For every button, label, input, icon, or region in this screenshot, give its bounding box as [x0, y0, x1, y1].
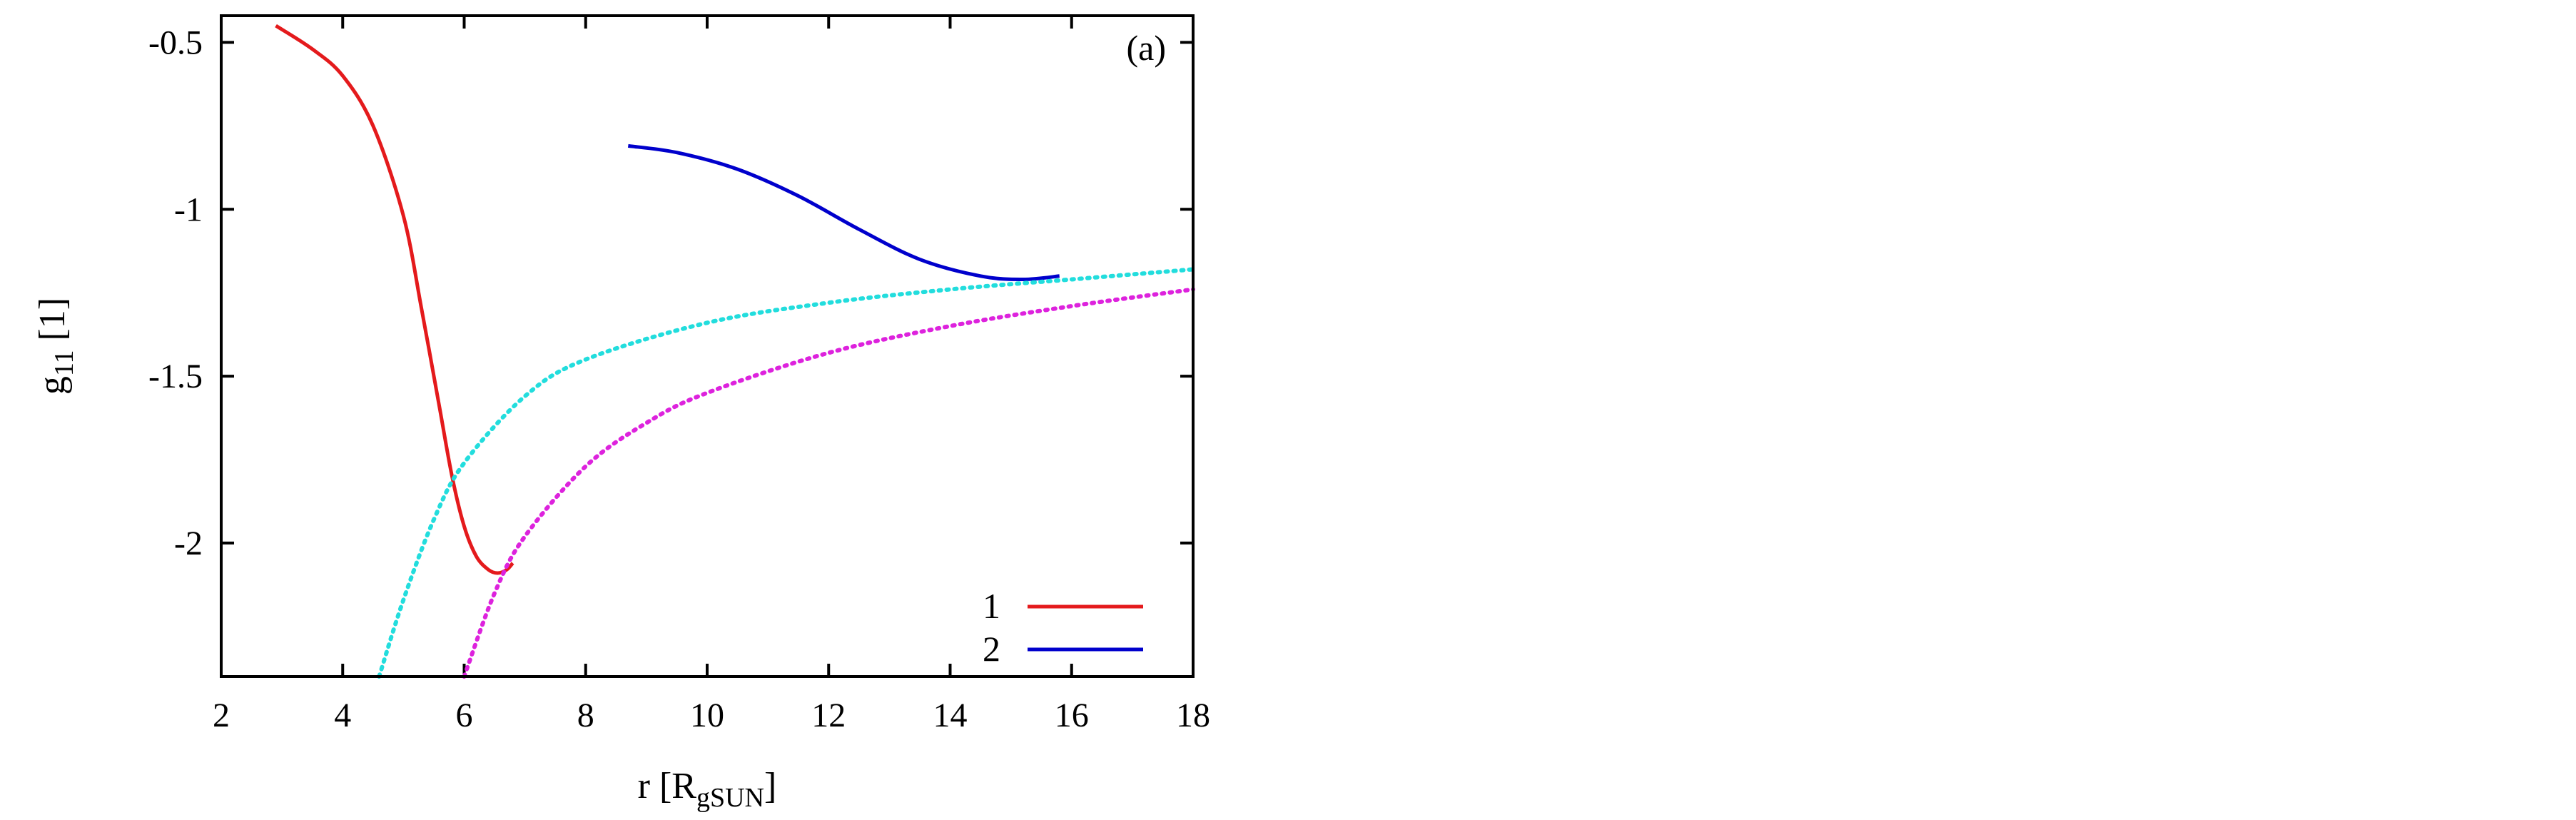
y-tick-label: -1: [174, 191, 203, 228]
x-tick-label: 6: [456, 697, 473, 734]
x-axis-label-main: r [R: [638, 766, 697, 806]
panel-label: (a): [1127, 28, 1167, 68]
x-tick-label: 14: [933, 697, 968, 734]
plot-frame: [220, 14, 1195, 678]
x-tick-label: 2: [213, 697, 230, 734]
series-layer: [275, 24, 1195, 679]
y-tick-label: -0.5: [148, 24, 203, 61]
y-axis-label: g11 [1]: [32, 298, 79, 395]
x-tick-label: 16: [1055, 697, 1089, 734]
legend: 12: [983, 586, 1143, 669]
x-tick-labels: 2 4 6 8 10 12 14 16 18: [213, 697, 1210, 734]
legend-label: 1: [983, 586, 1000, 626]
x-axis-label: r [RgSUN]: [638, 766, 777, 813]
y-axis-label-main: g: [32, 376, 73, 395]
x-tick-label: 12: [811, 697, 846, 734]
y-tick-label: -1.5: [148, 358, 203, 395]
legend-label: 2: [983, 629, 1000, 669]
series-line-1: [275, 24, 514, 575]
x-tick-label: 18: [1176, 697, 1210, 734]
x-tick-label: 4: [334, 697, 351, 734]
y-tick-label: -2: [174, 525, 203, 562]
series-line-3: [377, 267, 1195, 679]
x-tick-label: 10: [690, 697, 724, 734]
x-tick-label: 8: [577, 697, 594, 734]
series-line-4: [462, 287, 1195, 679]
y-tick-labels: -0.5 -1 -1.5 -2: [148, 24, 203, 562]
x-axis-label-sub: gSUN: [696, 783, 764, 813]
series-line-2: [627, 143, 1060, 282]
y-axis-label-sub: 11: [49, 350, 79, 377]
y-axis-label-unit: [1]: [32, 298, 73, 350]
x-axis-label-unit: ]: [764, 766, 776, 806]
